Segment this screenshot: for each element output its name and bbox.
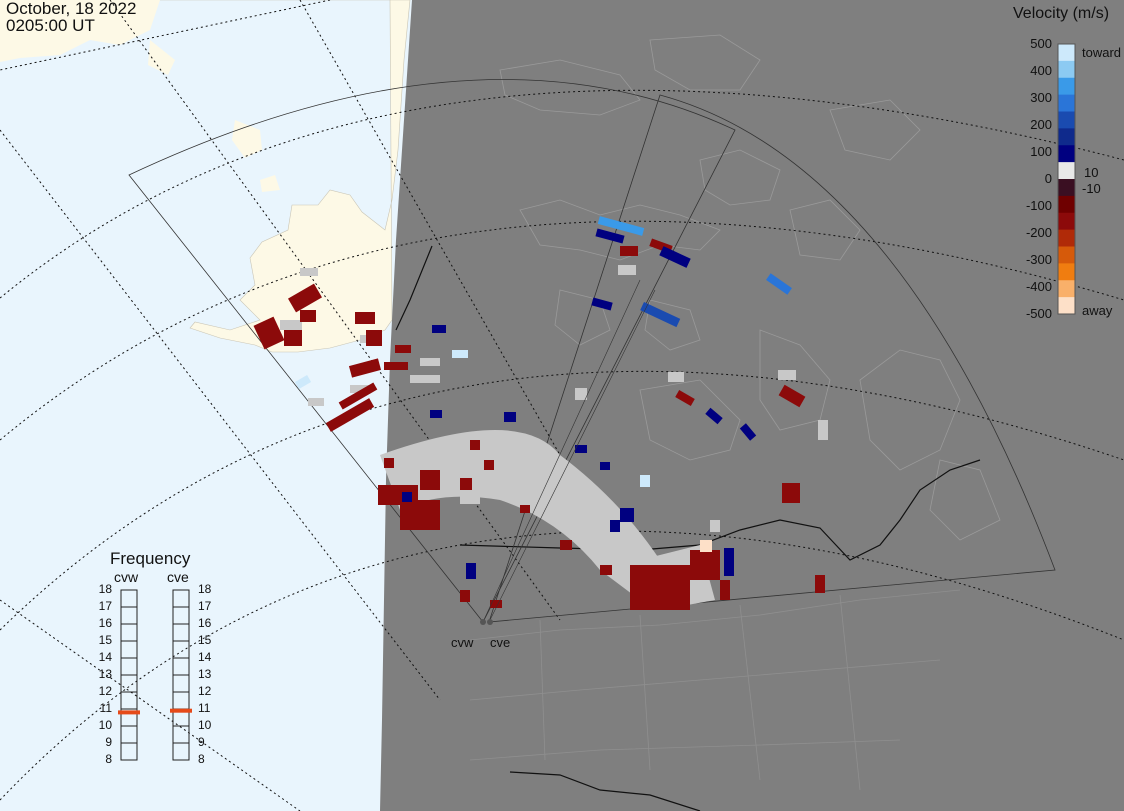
colorbar-toward-label: toward xyxy=(1082,45,1122,60)
frequency-scale-label: 15 xyxy=(98,633,112,647)
land-nw-corner xyxy=(0,0,160,62)
colorbar-segment xyxy=(1058,60,1075,79)
colorbar-neg-threshold: -10 xyxy=(1082,181,1101,196)
land-islands xyxy=(148,40,280,192)
frequency-title: Frequency xyxy=(110,549,191,568)
frequency-scale-label: 14 xyxy=(198,650,212,664)
colorbar-segment xyxy=(1058,212,1075,231)
colorbar-tick-label: 500 xyxy=(1030,36,1052,51)
frequency-scale-label: 16 xyxy=(198,616,212,630)
colorbar-pos-threshold: 10 xyxy=(1084,165,1099,180)
velocity-cells-toward xyxy=(402,228,757,579)
frequency-scale-label: 13 xyxy=(198,667,212,681)
colorbar-tick-label: 300 xyxy=(1030,90,1052,105)
night-terminator-area xyxy=(380,0,1124,811)
frequency-scale-label: 11 xyxy=(198,701,211,715)
station-cve-marker[interactable] xyxy=(487,619,493,625)
state-borders xyxy=(469,589,961,791)
velocity-cells-fast-toward xyxy=(294,216,792,552)
colorbar-segment xyxy=(1058,162,1075,180)
colorbar-tick-label: -500 xyxy=(1025,306,1052,321)
colorbar-segment xyxy=(1058,94,1075,112)
frequency-radar-cve-label: cve xyxy=(167,569,189,585)
frequency-scale-label: 10 xyxy=(198,718,212,732)
colorbar-tick-label: -200 xyxy=(1025,225,1052,240)
colorbar-tick-label: 200 xyxy=(1030,117,1052,132)
colorbar-segment xyxy=(1058,195,1075,214)
mexico-border xyxy=(509,771,701,811)
frequency-scale-label: 15 xyxy=(198,633,212,647)
frequency-scale-label: 17 xyxy=(98,599,112,613)
velocity-colorbar xyxy=(1057,43,1076,315)
coastlines xyxy=(499,34,1001,541)
colorbar-segment xyxy=(1058,179,1075,197)
colorbar-segment xyxy=(1058,280,1075,298)
time-label: 0205:00 UT xyxy=(6,16,95,35)
beam-lines xyxy=(482,279,656,623)
colorbar-tick-label: 400 xyxy=(1030,63,1052,78)
frequency-scale-label: 10 xyxy=(98,718,112,732)
colorbar-segment xyxy=(1058,128,1075,146)
frequency-scale-label: 14 xyxy=(98,650,112,664)
velocity-cells-away xyxy=(253,238,825,610)
station-cve-label: cve xyxy=(490,635,511,650)
colorbar-tick-label: -300 xyxy=(1025,252,1052,267)
colorbar-tick-label: -400 xyxy=(1025,279,1052,294)
frequency-radar-cvw-label: cvw xyxy=(114,569,139,585)
frequency-scale-label: 18 xyxy=(98,582,112,596)
frequency-marker-cve xyxy=(170,708,192,713)
land-alaska xyxy=(0,0,411,353)
frequency-marker-cvw xyxy=(118,710,140,715)
frequency-scale-label: 13 xyxy=(98,667,112,681)
station-cvw-label: cvw xyxy=(451,635,474,650)
frequency-scale-cell xyxy=(172,742,190,761)
fov-outline xyxy=(128,79,1056,623)
frequency-scale-label: 9 xyxy=(198,735,205,749)
colorbar-segment xyxy=(1058,44,1075,62)
frequency-scale-label: 16 xyxy=(98,616,112,630)
frequency-scale-label: 8 xyxy=(105,752,112,766)
frequency-scales xyxy=(118,589,192,761)
frequency-scale-label: 12 xyxy=(98,684,112,698)
frequency-scale-label: 12 xyxy=(198,684,212,698)
colorbar-segment xyxy=(1058,111,1075,129)
colorbar-tick-label: 100 xyxy=(1030,144,1052,159)
colorbar-segment xyxy=(1058,77,1075,96)
colorbar-segment xyxy=(1058,145,1075,163)
frequency-scale-label: 17 xyxy=(198,599,212,613)
colorbar-title: Velocity (m/s) xyxy=(1013,5,1110,22)
colorbar-frame xyxy=(1057,43,1076,315)
station-cvw-marker[interactable] xyxy=(480,619,486,625)
colorbar-segment xyxy=(1058,246,1075,264)
colorbar-away-label: away xyxy=(1082,303,1113,318)
date-label: October, 18 2022 xyxy=(6,0,137,18)
colorbar-tick-label: 0 xyxy=(1044,171,1052,186)
colorbar-segment xyxy=(1058,263,1075,281)
frequency-scale-label: 9 xyxy=(105,735,112,749)
frequency-scale-label: 18 xyxy=(198,582,212,596)
frequency-scale-label: 8 xyxy=(198,752,205,766)
colorbar-segment xyxy=(1058,229,1075,247)
colorbar-segment xyxy=(1058,297,1075,315)
frequency-scale-cell xyxy=(120,742,138,761)
colorbar-tick-label: -100 xyxy=(1025,198,1052,213)
frequency-scale-label: 11 xyxy=(99,701,112,715)
